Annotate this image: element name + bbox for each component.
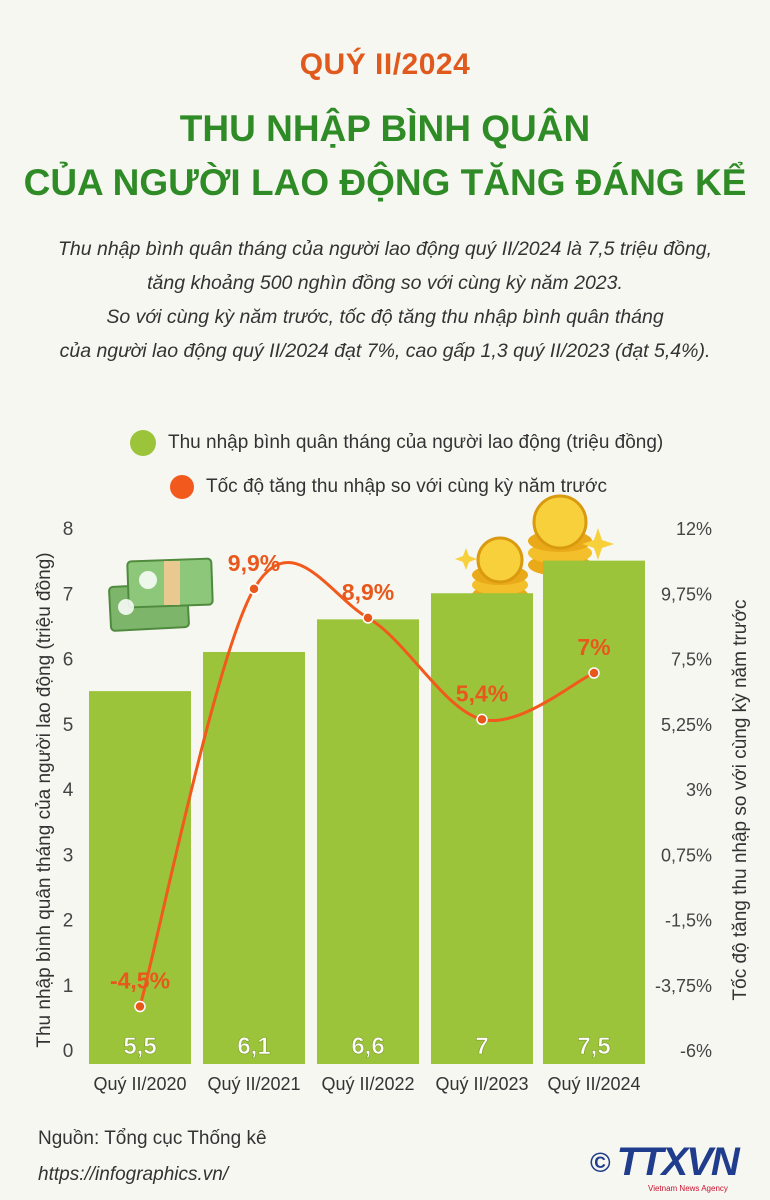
left-axis-title: Thu nhập bình quân tháng của người lao đ… [34,552,55,1047]
left-tick-label: 1 [63,976,74,997]
growth-point [476,713,488,726]
right-tick-label: 7,5% [671,650,712,670]
right-tick-label: 5,25% [661,715,712,735]
left-tick-label: 0 [63,1041,74,1062]
growth-label: 7% [577,634,610,660]
logo-subtext: Vietnam News Agency [648,1184,728,1193]
left-tick-label: 4 [63,780,74,801]
income-bar-label: 6,1 [237,1033,270,1060]
right-tick-label: 12% [676,519,712,539]
legend-label-growth: Tốc độ tăng thu nhập so với cùng kỳ năm … [206,476,607,497]
growth-point [588,667,600,679]
income-bar [543,560,645,1064]
legend-item-income: Thu nhập bình quân tháng của người lao đ… [130,428,663,458]
left-tick-label: 3 [63,845,74,866]
right-tick-label: -3,75% [655,976,712,996]
income-bar [203,651,305,1064]
growth-point [248,583,260,595]
logo-text: TTXVN [616,1140,740,1184]
income-bars [89,560,645,1064]
right-tick-label: -6% [680,1041,712,1061]
income-bar [317,619,419,1064]
copyright-icon: © [590,1146,611,1178]
right-tick-label: 9,75% [661,584,712,604]
growth-label: -4,5% [110,968,170,994]
right-tick-label: 3% [686,780,712,800]
left-axis-ticks: 0 1 2 3 4 5 6 7 8 [63,519,74,1062]
x-tick-label: Quý II/2023 [435,1074,528,1094]
coin-stack-icon [455,494,614,605]
x-tick-label: Quý II/2024 [547,1074,640,1094]
left-tick-label: 5 [63,715,74,736]
growth-label: 8,9% [342,579,394,605]
legend-label-income: Thu nhập bình quân tháng của người lao đ… [168,432,664,453]
left-tick-label: 7 [63,584,74,605]
income-bar [431,593,533,1064]
x-tick-label: Quý II/2020 [93,1074,186,1094]
right-tick-label: 0,75% [661,845,712,865]
source-url[interactable]: https://infographics.vn/ [38,1164,229,1185]
ttxvn-logo: © TTXVN [590,1140,740,1185]
page-title-line1: THU NHẬP BÌNH QUÂN [179,108,591,149]
growth-label: 5,4% [456,680,508,706]
income-bar-label: 7,5 [577,1033,610,1060]
summary-line-2: tăng khoảng 500 nghìn đồng so với cùng k… [147,272,623,294]
chart-legend: Thu nhập bình quân tháng của người lao đ… [130,428,663,516]
income-bar-labels: 5,5 6,1 6,6 7 7,5 [123,1033,611,1061]
legend-swatch-bar [130,430,156,456]
left-tick-label: 2 [63,911,74,932]
legend-item-growth: Tốc độ tăng thu nhập so với cùng kỳ năm … [170,472,663,502]
growth-labels: -4,5% 9,9% 8,9% 5,4% 7% [110,550,611,994]
income-bar-label: 6,6 [351,1033,384,1060]
growth-point [362,612,374,624]
x-tick-label: Quý II/2022 [321,1074,414,1094]
summary-line-3: So với cùng kỳ năm trước, tốc độ tăng th… [106,306,664,328]
summary-line-1: Thu nhập bình quân tháng của người lao đ… [57,238,713,260]
source-note: Nguồn: Tổng cục Thống kê [38,1128,267,1149]
growth-label: 9,9% [228,550,280,576]
summary-text: Thu nhập bình quân tháng của người lao đ… [20,232,750,368]
growth-points [134,583,600,1013]
x-tick-label: Quý II/2021 [207,1074,300,1094]
legend-swatch-line [170,475,194,499]
right-tick-label: -1,5% [665,911,712,931]
banknote-stack-icon [108,557,214,632]
income-bar-label: 7 [475,1033,488,1060]
growth-point [134,1000,146,1013]
page-title-line2: CỦA NGƯỜI LAO ĐỘNG TĂNG ĐÁNG KỂ [23,162,747,203]
income-bar-label: 5,5 [123,1033,156,1060]
left-tick-label: 8 [63,519,74,540]
right-axis-ticks: -6% -3,75% -1,5% 0,75% 3% 5,25% 7,5% 9,75% 12% [655,519,712,1061]
combo-chart: 0 1 2 3 4 5 6 7 8 -6% -3,75% -1,5% 0,75% 3% 5,25% 7,5%… [34,494,751,1094]
right-axis-title: Tốc độ tăng thu nhập so với cùng kỳ năm … [730,600,751,1001]
kicker-period: QUÝ II/2024 [299,48,471,81]
summary-line-4: của người lao động quý II/2024 đạt 7%, c… [59,340,711,362]
growth-line [138,561,595,1007]
x-axis-labels: Quý II/2020 Quý II/2021 Quý II/2022 Quý II/… [93,1074,640,1094]
left-tick-label: 6 [63,650,74,671]
